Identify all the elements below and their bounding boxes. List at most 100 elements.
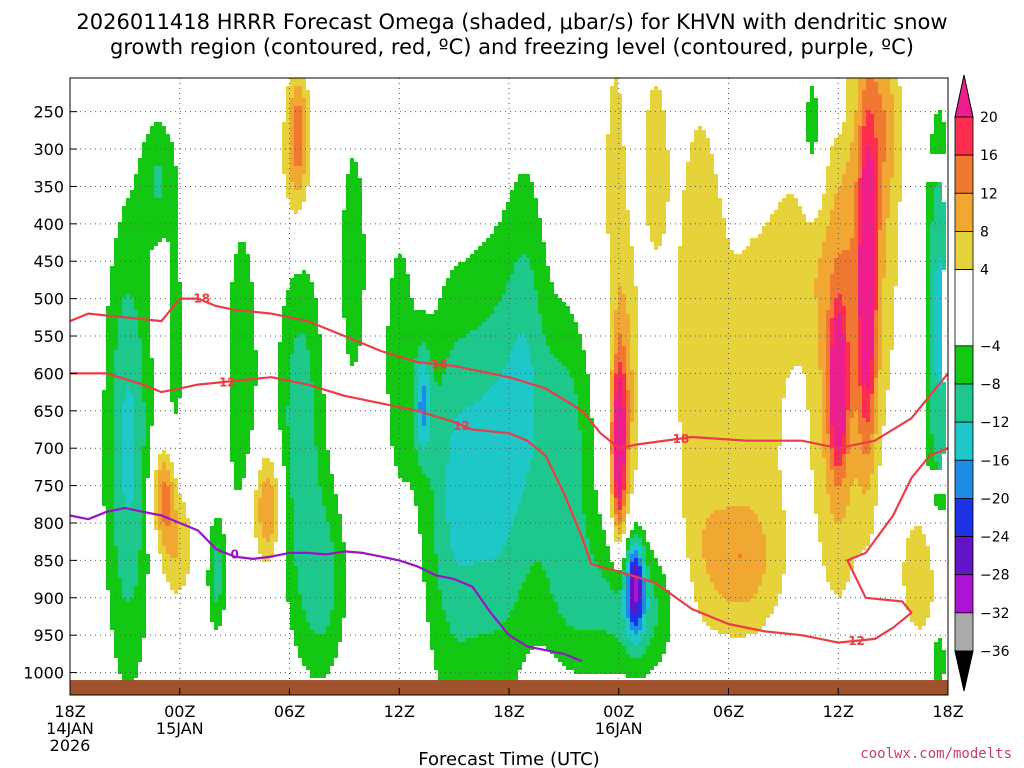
omega-cell: [114, 510, 142, 514]
omega-cell: [642, 594, 646, 598]
omega-cell: [254, 498, 258, 502]
omega-cell: [298, 582, 334, 586]
omega-cell: [542, 326, 578, 330]
omega-cell: [926, 282, 930, 286]
omega-cell: [230, 374, 258, 378]
omega-cell: [934, 218, 946, 222]
omega-cell: [934, 322, 942, 326]
omega-cell: [858, 410, 862, 414]
omega-cell: [290, 166, 306, 170]
omega-cell: [294, 274, 310, 278]
omega-cell: [418, 418, 422, 422]
omega-cell: [174, 482, 178, 486]
omega-cell: [430, 422, 454, 426]
omega-cell: [126, 398, 134, 402]
omega-cell: [390, 442, 414, 446]
omega-cell: [422, 534, 434, 538]
omega-cell: [282, 458, 290, 462]
omega-cell: [906, 546, 930, 550]
omega-cell: [454, 426, 534, 430]
omega-cell: [258, 550, 274, 554]
omega-cell: [222, 570, 226, 574]
omega-cell: [514, 522, 586, 526]
omega-cell: [254, 514, 258, 518]
omega-cell: [418, 386, 422, 390]
omega-cell: [230, 394, 254, 398]
omega-cell: [134, 398, 142, 402]
omega-cell: [846, 330, 858, 334]
omega-cell: [654, 246, 658, 250]
omega-cell: [230, 322, 254, 326]
omega-cell: [926, 226, 930, 230]
omega-cell: [926, 238, 930, 242]
omega-cell: [106, 374, 114, 378]
omega-cell: [646, 118, 666, 122]
omega-cell: [682, 198, 722, 202]
omega-cell: [118, 670, 138, 674]
omega-cell: [610, 338, 614, 342]
omega-cell: [282, 314, 318, 318]
omega-cell: [110, 622, 146, 626]
omega-cell: [762, 574, 782, 578]
omega-cell: [422, 390, 426, 394]
omega-cell: [866, 386, 870, 390]
omega-cell: [858, 138, 862, 142]
omega-cell: [626, 494, 630, 498]
omega-cell: [630, 566, 634, 570]
omega-cell: [690, 150, 710, 154]
omega-cell: [882, 98, 894, 102]
omega-cell: [162, 490, 170, 494]
omega-cell: [822, 438, 830, 442]
omega-cell: [874, 402, 878, 406]
omega-cell: [826, 362, 830, 366]
omega-cell: [630, 470, 634, 474]
omega-cell: [306, 138, 310, 142]
omega-cell: [638, 606, 642, 610]
omega-cell: [314, 422, 326, 426]
omega-cell: [418, 530, 434, 534]
omega-cell: [110, 294, 126, 298]
omega-cell: [830, 502, 850, 506]
omega-cell: [934, 350, 942, 354]
omega-cell: [846, 170, 858, 174]
omega-cell: [858, 270, 874, 274]
omega-cell: [626, 574, 630, 578]
omega-cell: [438, 574, 526, 578]
omega-cell: [134, 466, 142, 470]
omega-cell: [458, 562, 474, 566]
omega-cell: [830, 434, 834, 438]
omega-cell: [842, 458, 846, 462]
omega-cell: [114, 410, 122, 414]
omega-cell: [302, 142, 306, 146]
omega-cell: [862, 98, 882, 102]
omega-cell: [630, 406, 634, 410]
x-tick-label: 06Z: [274, 702, 305, 721]
omega-cell: [930, 326, 934, 330]
omega-cell: [446, 466, 530, 470]
omega-cell: [126, 394, 134, 398]
omega-cell: [858, 202, 862, 206]
omega-cell: [314, 390, 322, 394]
omega-cell: [158, 550, 166, 554]
omega-cell: [602, 570, 622, 574]
omega-cell: [306, 98, 310, 102]
omega-cell: [142, 146, 174, 150]
omega-cell: [894, 150, 902, 154]
omega-cell: [858, 418, 866, 422]
omega-cell: [850, 370, 858, 374]
omega-cell: [846, 514, 874, 518]
omega-cell: [926, 370, 930, 374]
omega-cell: [630, 562, 638, 566]
omega-cell: [334, 554, 346, 558]
omega-cell: [166, 482, 174, 486]
omega-cell: [578, 402, 590, 406]
omega-cell: [294, 158, 302, 162]
omega-cell: [230, 334, 254, 338]
omega-cell: [426, 410, 430, 414]
omega-cell: [626, 358, 630, 362]
omega-cell: [118, 334, 138, 338]
omega-cell: [518, 590, 550, 594]
omega-cell: [102, 406, 114, 410]
omega-cell: [210, 534, 226, 538]
omega-cell: [826, 382, 830, 386]
